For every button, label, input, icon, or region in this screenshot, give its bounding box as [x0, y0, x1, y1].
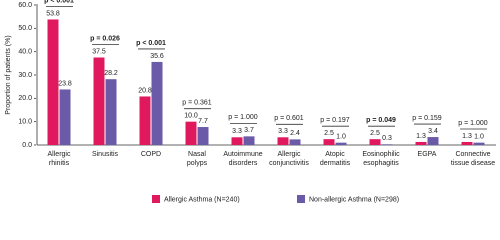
bar — [59, 89, 71, 145]
bar — [415, 141, 427, 145]
value-label: 2.5 — [324, 130, 334, 137]
legend-label: Non-allergic Asthma (N=298) — [309, 196, 399, 203]
y-tick-label: 20.0 — [18, 95, 32, 102]
x-tick-label: COPD — [141, 151, 161, 158]
bar — [289, 139, 301, 145]
x-tick-label: polyps — [187, 160, 208, 167]
x-tick-label: dermatitis — [320, 160, 351, 167]
p-value: p = 1.000 — [458, 120, 487, 127]
value-label: 3.4 — [428, 128, 438, 135]
x-tick-label: Allergic — [278, 151, 301, 158]
value-label: 3.3 — [278, 128, 288, 135]
p-value: p = 0.159 — [412, 115, 441, 122]
value-label: 7.7 — [198, 118, 208, 125]
p-value: p < 0.001 — [136, 40, 166, 47]
bar — [381, 144, 393, 145]
bar — [197, 127, 209, 145]
chart: Proportion of patients (%) 0.0 10.0 20.0 30… — [5, 0, 496, 203]
x-tick-label: tissue disease — [451, 160, 495, 167]
value-label: 1.3 — [416, 133, 426, 140]
p-value: p = 0.049 — [366, 117, 396, 124]
bar — [93, 57, 105, 145]
value-label: 2.4 — [290, 130, 300, 137]
bar — [243, 136, 255, 145]
bar — [151, 61, 163, 145]
bar — [231, 137, 243, 145]
p-value: p = 0.361 — [182, 100, 211, 107]
x-tick-label: Allergic — [48, 151, 71, 158]
value-label: 20.8 — [138, 87, 152, 94]
x-tick-label: Atopic — [325, 151, 345, 158]
bar — [185, 121, 197, 145]
bar — [277, 137, 289, 145]
value-label: 37.5 — [92, 48, 106, 55]
p-value: p = 0.197 — [320, 117, 349, 124]
legend-swatch — [297, 195, 305, 203]
bar — [47, 19, 59, 145]
y-axis-label: Proportion of patients (%) — [5, 35, 12, 114]
value-label: 28.2 — [104, 70, 118, 77]
value-label: 3.7 — [244, 127, 254, 134]
x-tick-label: EGPA — [418, 151, 437, 158]
bar — [335, 142, 347, 145]
x-tick-label: conjunctivitis — [269, 160, 309, 167]
value-label: 10.0 — [184, 113, 198, 120]
x-tick-label: Connective — [455, 151, 490, 158]
value-label: 0.3 — [382, 135, 392, 142]
p-value: p = 1.000 — [228, 114, 257, 121]
bar — [427, 137, 439, 145]
value-label: 1.3 — [462, 133, 472, 140]
value-label: 3.3 — [232, 128, 242, 135]
y-tick-label: 60.0 — [18, 2, 32, 9]
value-label: 35.6 — [150, 53, 164, 60]
y-tick-label: 40.0 — [18, 49, 32, 56]
bar — [139, 96, 151, 145]
y-tick-label: 30.0 — [18, 72, 32, 79]
legend-swatch — [152, 195, 160, 203]
bar — [369, 139, 381, 145]
x-tick-label: Autoimmune — [223, 151, 262, 158]
bar — [461, 141, 473, 145]
y-tick-label: 10.0 — [18, 119, 32, 126]
value-label: 1.0 — [336, 134, 346, 141]
y-tick-label: 0.0 — [22, 142, 32, 149]
legend-label: Allergic Asthma (N=240) — [164, 196, 240, 203]
bar — [105, 79, 117, 145]
p-value: p = 0.601 — [274, 115, 303, 122]
bar — [323, 139, 335, 145]
value-label: 1.0 — [474, 134, 484, 141]
x-tick-label: Sinusitis — [92, 151, 119, 158]
value-label: 53.8 — [46, 10, 60, 17]
p-value: p < 0.001 — [44, 0, 74, 4]
x-tick-label: rhinitis — [49, 160, 70, 167]
x-tick-label: Eosinophilic — [362, 151, 400, 158]
value-label: 2.5 — [370, 130, 380, 137]
y-tick-label: 50.0 — [18, 25, 32, 32]
value-label: 23.8 — [58, 80, 72, 87]
x-tick-label: esophagitis — [363, 160, 399, 167]
bar — [473, 142, 485, 145]
x-tick-label: disorders — [229, 160, 258, 167]
p-value: p = 0.026 — [90, 35, 120, 42]
x-tick-label: Nasal — [188, 151, 206, 158]
